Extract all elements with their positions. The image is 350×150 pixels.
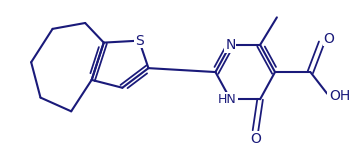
Text: HN: HN <box>218 93 237 106</box>
Text: S: S <box>135 34 144 48</box>
Text: N: N <box>225 38 236 52</box>
Text: O: O <box>250 132 261 146</box>
Text: O: O <box>323 32 335 46</box>
Text: OH: OH <box>330 89 350 103</box>
